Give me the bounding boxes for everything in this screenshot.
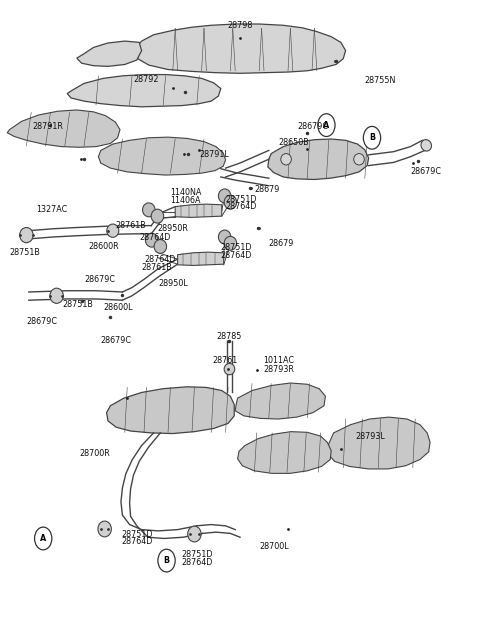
Polygon shape (327, 417, 430, 469)
Ellipse shape (107, 224, 119, 238)
Ellipse shape (421, 140, 432, 151)
Ellipse shape (224, 363, 235, 375)
Text: 28679: 28679 (254, 185, 280, 194)
Ellipse shape (188, 526, 201, 542)
Circle shape (363, 126, 381, 149)
Ellipse shape (218, 230, 231, 244)
Ellipse shape (151, 209, 164, 223)
Text: 28679C: 28679C (101, 336, 132, 344)
Text: 28751D: 28751D (121, 530, 153, 538)
Polygon shape (7, 110, 120, 147)
Text: 28751D: 28751D (226, 195, 257, 204)
Ellipse shape (224, 236, 237, 250)
Text: 1011AC: 1011AC (263, 356, 294, 365)
Text: 28798: 28798 (228, 21, 252, 30)
Ellipse shape (98, 521, 111, 537)
Text: 28679C: 28679C (298, 122, 329, 131)
Polygon shape (178, 252, 224, 265)
Text: 28761B: 28761B (142, 263, 172, 272)
Ellipse shape (143, 203, 155, 217)
Text: 28679C: 28679C (26, 317, 58, 325)
Text: 28679: 28679 (269, 239, 294, 248)
Text: 28792: 28792 (133, 75, 159, 83)
Polygon shape (134, 24, 346, 73)
Text: 28751D: 28751D (221, 243, 252, 252)
Polygon shape (175, 204, 222, 217)
Text: 28600R: 28600R (89, 242, 120, 251)
Text: 28950L: 28950L (158, 279, 188, 288)
Text: B: B (369, 133, 375, 142)
Text: 28761B: 28761B (115, 221, 146, 230)
Text: 28751B: 28751B (10, 248, 40, 257)
Text: A: A (40, 534, 47, 543)
Ellipse shape (354, 154, 364, 165)
Text: 28600L: 28600L (103, 303, 132, 312)
Text: 28791L: 28791L (199, 150, 229, 159)
Ellipse shape (218, 189, 231, 203)
Text: 28764D: 28764D (144, 255, 175, 264)
Text: 28700R: 28700R (79, 449, 110, 458)
Text: 28785: 28785 (217, 332, 242, 341)
Polygon shape (238, 432, 331, 473)
Text: 28679C: 28679C (84, 275, 115, 284)
Text: 28700L: 28700L (259, 542, 289, 551)
Polygon shape (268, 139, 369, 179)
Polygon shape (77, 41, 142, 66)
Ellipse shape (20, 228, 33, 243)
Text: 28751B: 28751B (62, 300, 93, 309)
Text: 28793L: 28793L (355, 432, 385, 441)
Text: 11406A: 11406A (170, 197, 201, 205)
Text: 28791R: 28791R (33, 122, 63, 131)
Ellipse shape (50, 288, 63, 303)
Text: 28764D: 28764D (181, 558, 213, 567)
Text: 1327AC: 1327AC (36, 205, 67, 214)
Circle shape (35, 527, 52, 550)
Polygon shape (67, 75, 221, 107)
Text: 28679C: 28679C (410, 167, 442, 176)
Text: 28650B: 28650B (278, 138, 309, 147)
Text: B: B (164, 556, 169, 565)
Text: 28950R: 28950R (157, 224, 188, 233)
Text: 28764D: 28764D (226, 202, 257, 211)
Circle shape (158, 549, 175, 572)
Ellipse shape (224, 195, 237, 209)
Text: 28755N: 28755N (365, 76, 396, 85)
Text: 28751D: 28751D (181, 550, 213, 559)
Text: 28793R: 28793R (263, 365, 294, 374)
Ellipse shape (154, 240, 167, 253)
Text: A: A (323, 121, 330, 130)
Text: 1140NA: 1140NA (170, 188, 202, 197)
Circle shape (318, 114, 335, 137)
Polygon shape (235, 383, 325, 419)
Text: 28764D: 28764D (139, 233, 170, 241)
Text: 28764D: 28764D (121, 537, 153, 546)
Polygon shape (107, 387, 234, 434)
Text: 28761: 28761 (212, 356, 237, 365)
Ellipse shape (281, 154, 291, 165)
Polygon shape (98, 137, 226, 175)
Text: 28764D: 28764D (221, 251, 252, 260)
Ellipse shape (145, 233, 158, 247)
